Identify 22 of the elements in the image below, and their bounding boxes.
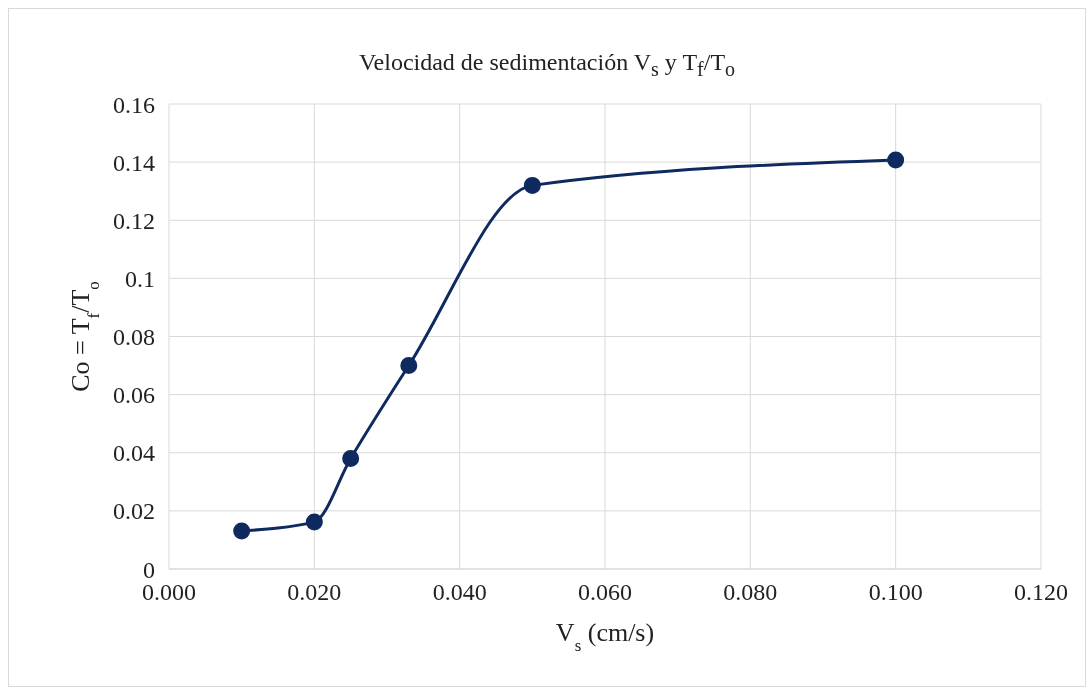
x-tick-label: 0.020: [287, 579, 342, 606]
y-tick-label: 0.16: [113, 91, 155, 118]
y-tick-label: 0.1: [125, 265, 155, 292]
x-tick-label: 0.080: [723, 579, 778, 606]
point: [523, 176, 541, 194]
y-tick-label: 0.06: [113, 382, 155, 409]
point: [400, 357, 418, 375]
point: [342, 450, 360, 468]
y-tick-label: 0.14: [113, 149, 155, 176]
y-tick-label: 0.04: [113, 440, 155, 467]
point: [887, 151, 905, 169]
point: [233, 522, 251, 540]
x-tick-label: 0.040: [432, 579, 487, 606]
y-tick-label: 0.02: [113, 498, 155, 525]
y-tick-label: 0.12: [113, 207, 155, 234]
x-tick-label: 0.120: [1014, 579, 1068, 606]
x-tick-label: 0.100: [868, 579, 923, 606]
x-tick-label: 0.060: [578, 579, 632, 606]
point: [305, 513, 323, 531]
chart-title: Velocidad de sedimentación V$_{s}$ y T$_{f}$/T$_{o}$: [357, 49, 737, 81]
x-axis-title: V$_{s}$ (cm/s): [555, 618, 655, 655]
y-tick-label: 0.08: [113, 324, 155, 351]
